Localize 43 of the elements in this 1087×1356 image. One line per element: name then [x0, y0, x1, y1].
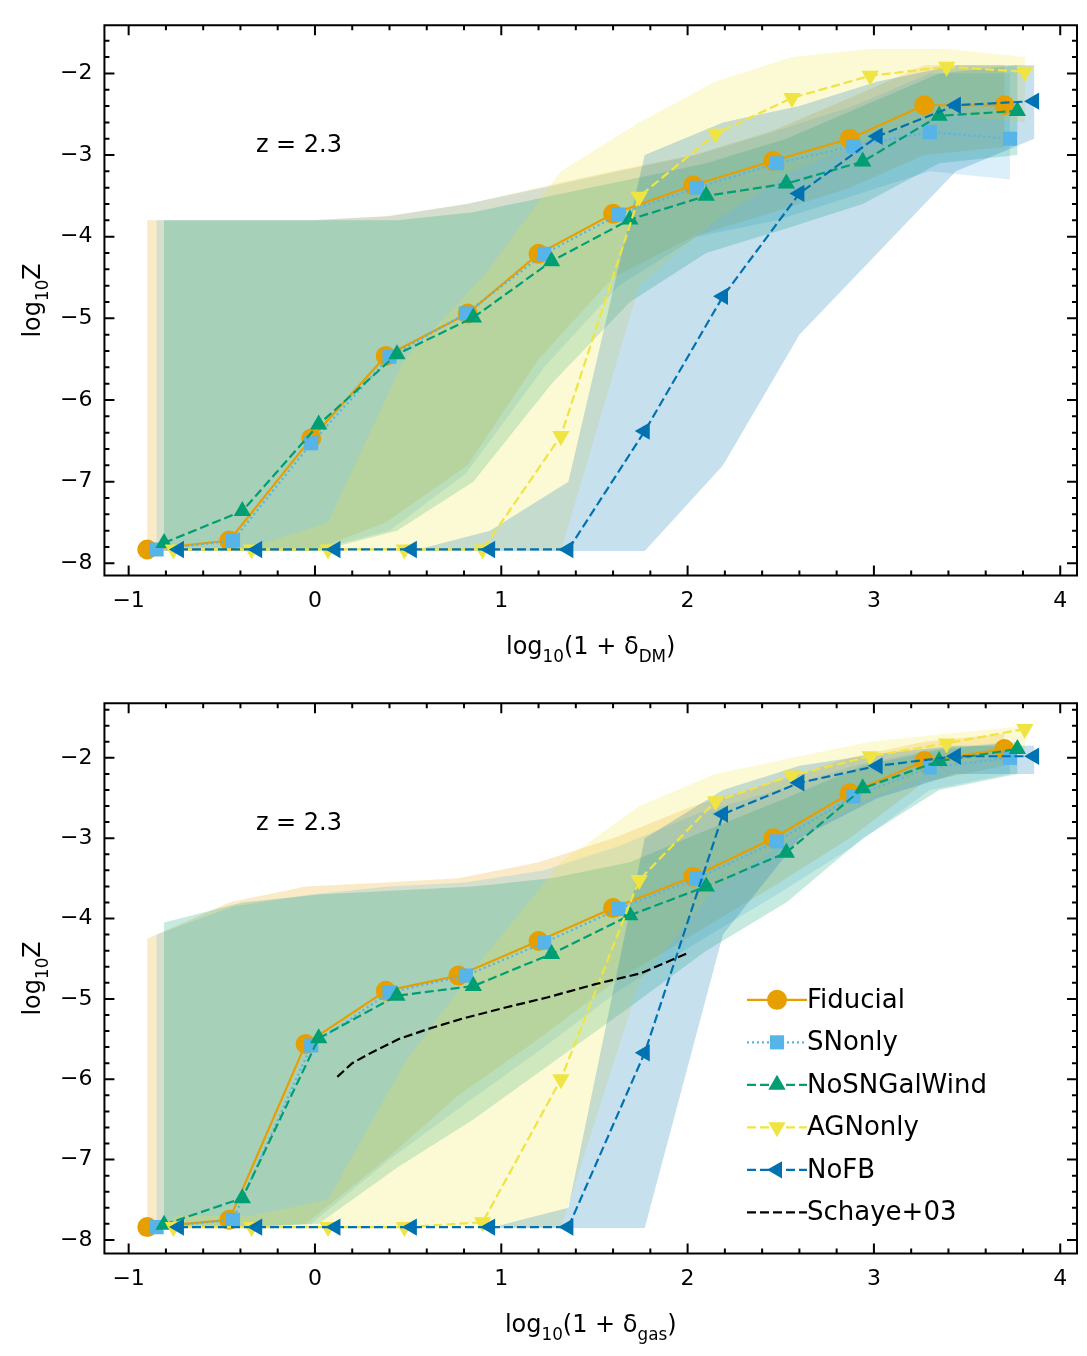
- y-tick-label: −3: [59, 140, 93, 166]
- x-tick-label: 1: [494, 586, 509, 612]
- legend-label: Schaye+03: [807, 1196, 957, 1227]
- point: [1024, 747, 1040, 765]
- y-tick-label: −2: [59, 59, 93, 85]
- legend-label: NoFB: [807, 1153, 876, 1184]
- y-tick-label: −3: [59, 823, 93, 849]
- y-tick-label: −4: [59, 904, 93, 930]
- legend-label: AGNonly: [807, 1111, 919, 1142]
- x-tick-label: 2: [680, 586, 695, 612]
- x-tick-label: 3: [866, 586, 881, 612]
- y-tick-label: −2: [59, 743, 93, 769]
- y-tick-label: −7: [59, 1145, 93, 1171]
- x-tick-label: 2: [680, 1264, 695, 1290]
- y-axis-title: log10Z: [18, 941, 52, 1016]
- point: [1002, 131, 1017, 146]
- x-tick-label: −1: [112, 1264, 145, 1290]
- y-tick-label: −4: [59, 222, 93, 248]
- y-tick-label: −5: [59, 984, 93, 1010]
- legend-label: NoSNGalWind: [807, 1068, 987, 1099]
- x-tick-label: 4: [1053, 1264, 1068, 1290]
- point: [480, 1218, 496, 1236]
- point: [1024, 92, 1040, 110]
- annotation: z = 2.3: [255, 807, 343, 836]
- x-tick-label: 0: [307, 586, 322, 612]
- legend-label: SNonly: [807, 1026, 898, 1057]
- y-tick-label: −7: [59, 467, 93, 493]
- point: [458, 968, 473, 983]
- y-tick-label: −8: [59, 549, 93, 575]
- annotation: z = 2.3: [255, 129, 343, 158]
- x-tick-label: 0: [307, 1264, 322, 1290]
- x-tick-label: −1: [112, 586, 145, 612]
- y-tick-label: −5: [59, 304, 93, 330]
- point: [914, 95, 935, 116]
- y-tick-label: −6: [59, 1064, 93, 1090]
- point: [922, 125, 937, 140]
- y-tick-label: −6: [59, 385, 93, 411]
- y-tick-label: −8: [59, 1225, 93, 1251]
- y-axis-title: log10Z: [18, 263, 52, 338]
- x-tick-label: 1: [494, 1264, 509, 1290]
- x-tick-label: 3: [866, 1264, 881, 1290]
- x-tick-label: 4: [1053, 586, 1068, 612]
- legend-label: Fiducial: [807, 983, 905, 1014]
